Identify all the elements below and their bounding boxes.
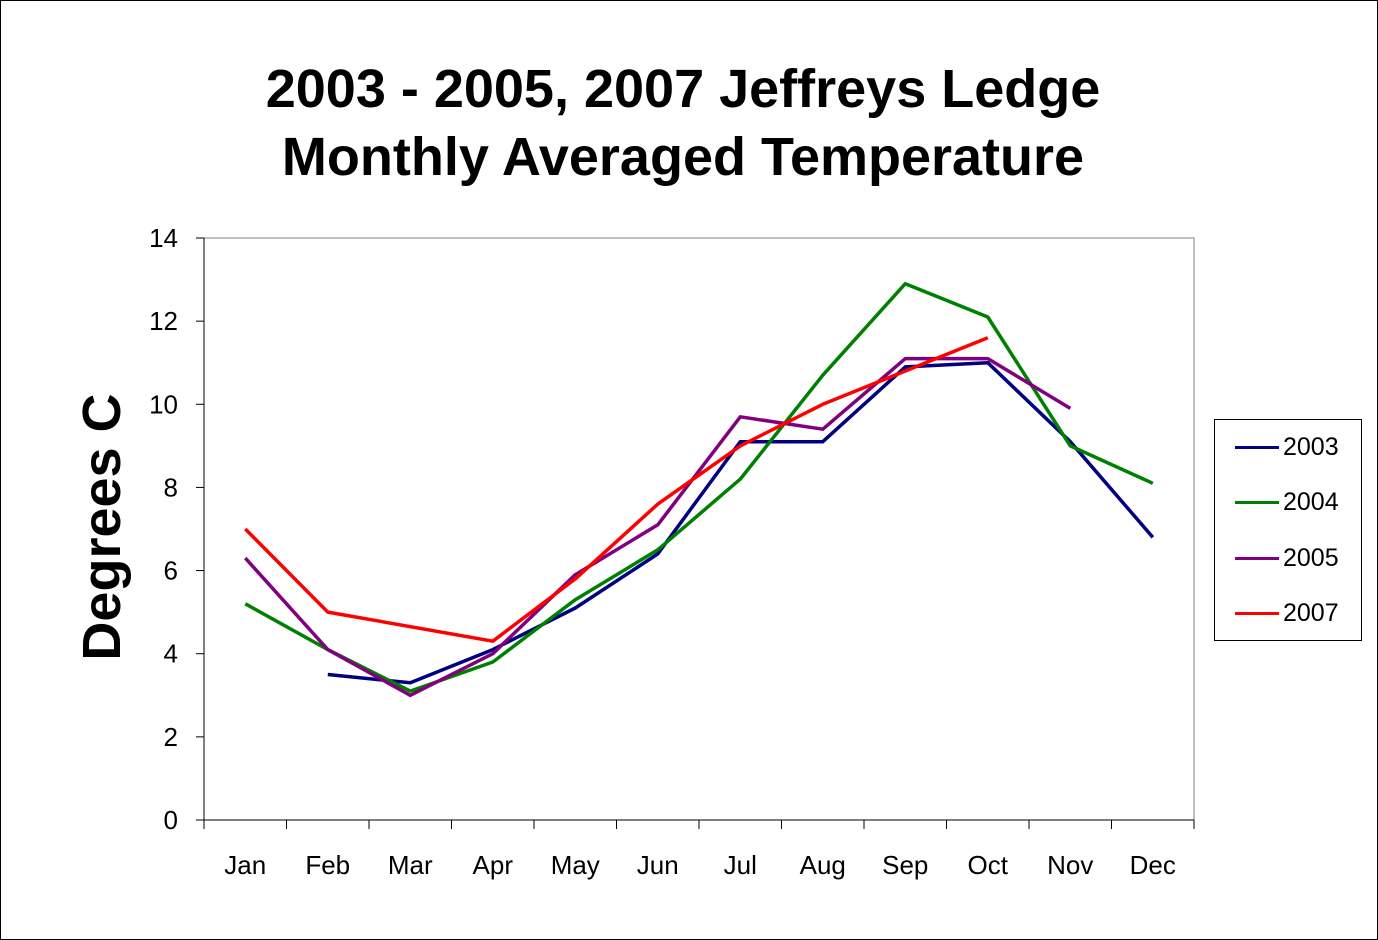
- legend-swatch: [1235, 445, 1279, 449]
- y-tick-label: 2: [164, 722, 178, 752]
- chart-title-line-1: 2003 - 2005, 2007 Jeffreys Ledge: [265, 59, 1101, 119]
- chart-title-line-2: Monthly Averaged Temperature: [281, 127, 1085, 187]
- x-tick-label: Jun: [637, 850, 679, 880]
- x-tick-label: May: [551, 850, 600, 880]
- legend-label: 2004: [1283, 488, 1339, 516]
- y-tick-label: 4: [164, 639, 178, 669]
- y-tick-label: 10: [149, 389, 178, 419]
- plot-area-border: [203, 237, 1195, 821]
- legend-item-2007: 2007: [1235, 599, 1339, 629]
- legend-swatch: [1235, 556, 1279, 560]
- plot-area: [203, 237, 1195, 821]
- series-lines: [244, 281, 1155, 698]
- y-tick-label: 6: [164, 556, 178, 586]
- legend-label: 2003: [1283, 432, 1339, 461]
- x-tick-label: Sep: [882, 850, 928, 880]
- legend-swatch: [1235, 501, 1279, 504]
- legend-item-2004: 2004: [1235, 488, 1339, 518]
- y-tick-label: 8: [164, 472, 178, 502]
- x-tick-label: Dec: [1130, 850, 1176, 880]
- y-tick-label: 0: [164, 805, 178, 835]
- x-tick-label: Feb: [305, 850, 350, 880]
- legend-label: 2007: [1283, 599, 1339, 627]
- series-line-2003: [327, 360, 1155, 685]
- y-tick-label: 12: [149, 306, 178, 336]
- x-tick-label: Jan: [224, 850, 266, 880]
- x-tick-label: Mar: [388, 850, 433, 880]
- legend: 2003 2004 2005 2007: [1214, 419, 1362, 641]
- legend-item-2003: 2003: [1235, 432, 1339, 462]
- legend-label: 2005: [1283, 543, 1339, 572]
- x-tick-label: Oct: [968, 850, 1009, 880]
- x-tick-label: Apr: [473, 850, 514, 880]
- series-line-2004: [244, 281, 1154, 693]
- series-line-2007: [244, 336, 989, 643]
- x-tick-label: Aug: [800, 850, 846, 880]
- axes: 0 2 4 6 8 10 12 14 Jan Feb Mar Apr May Jun Jul Aug Sep Oc…: [149, 223, 1195, 880]
- x-tick-label: Jul: [724, 850, 757, 880]
- legend-swatch: [1235, 612, 1279, 615]
- legend-item-2005: 2005: [1235, 543, 1339, 573]
- x-tick-label: Nov: [1047, 850, 1093, 880]
- y-tick-label: 14: [149, 223, 178, 253]
